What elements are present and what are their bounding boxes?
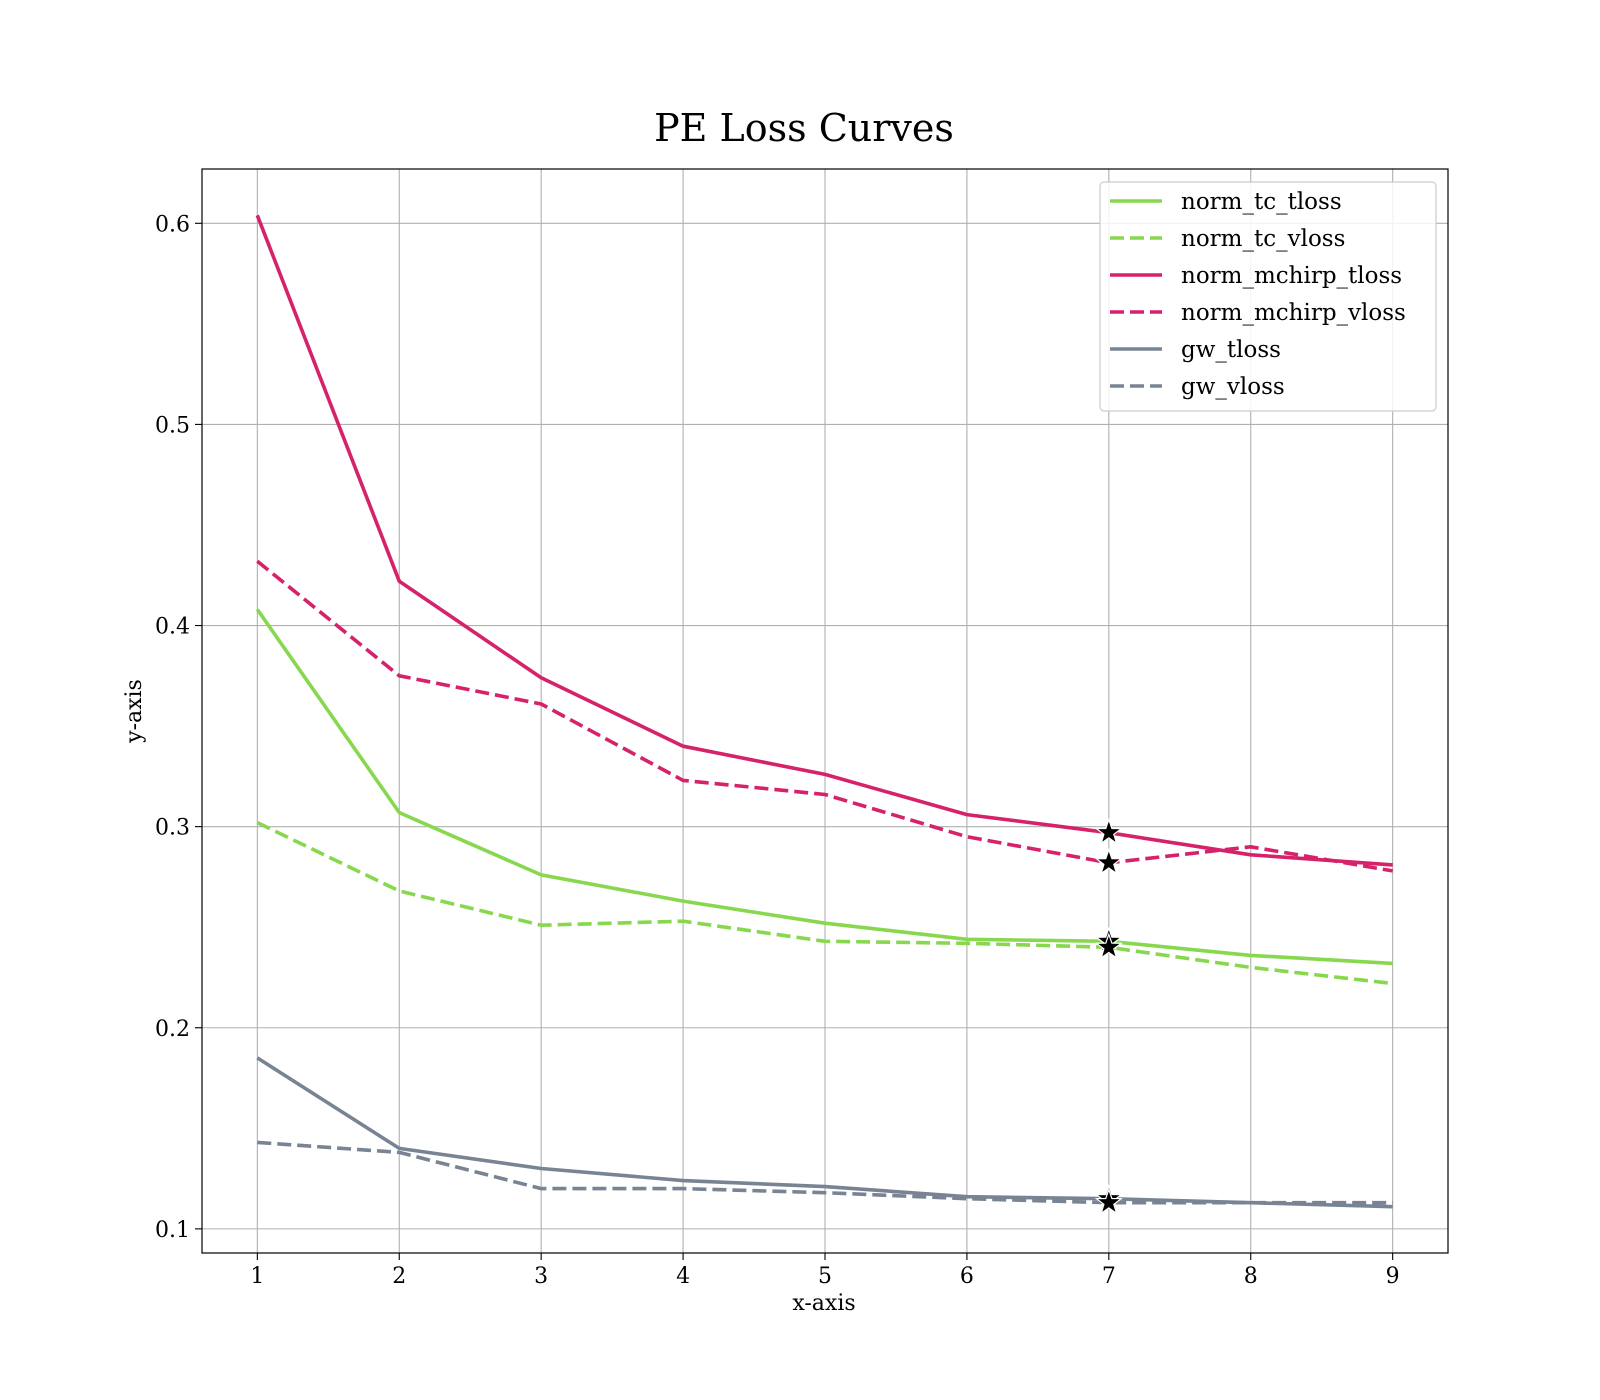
grid <box>202 169 1448 1253</box>
series-line-norm-mchirp-tloss <box>255 214 1393 867</box>
series-line-norm-tc-vloss <box>256 820 1393 986</box>
x-tick-label: 9 <box>1386 1264 1400 1289</box>
chart-title: PE Loss Curves <box>654 106 954 150</box>
series-line-gw-vloss <box>257 1140 1393 1205</box>
legend-label: norm_tc_tloss <box>1181 189 1342 215</box>
y-ticks: 0.1 0.2 0.3 0.4 0.5 0.6 <box>155 212 202 1243</box>
legend-label: gw_vloss <box>1181 374 1285 400</box>
legend-box <box>1099 181 1437 412</box>
legend-label: gw_tloss <box>1181 337 1281 363</box>
x-tick-label: 4 <box>676 1264 690 1289</box>
x-axis-label: x-axis <box>792 1291 855 1316</box>
x-tick-label: 7 <box>1102 1264 1116 1289</box>
legend-label: norm_mchirp_vloss <box>1181 300 1406 326</box>
x-tick-label: 6 <box>960 1264 974 1289</box>
y-tick-label: 0.1 <box>155 1218 190 1243</box>
x-tick-label: 3 <box>534 1264 548 1289</box>
x-tick-label: 8 <box>1244 1264 1258 1289</box>
marker-layer <box>1094 817 1123 1215</box>
best-epoch-star-marker <box>1094 817 1123 845</box>
legend-label: norm_mchirp_tloss <box>1181 263 1402 289</box>
x-ticks: 1 2 3 4 5 6 7 8 9 <box>250 1253 1400 1289</box>
y-tick-label: 0.5 <box>155 413 190 438</box>
series-layer <box>255 214 1394 1209</box>
y-tick-label: 0.2 <box>155 1017 190 1042</box>
y-axis-label: y-axis <box>122 679 147 744</box>
y-tick-label: 0.6 <box>155 212 190 237</box>
legend-label: norm_tc_vloss <box>1181 226 1345 252</box>
x-tick-label: 1 <box>250 1264 264 1289</box>
series-line-norm-tc-tloss <box>255 608 1393 966</box>
legend: norm_tc_tloss norm_tc_vloss norm_mchirp_tl… <box>1099 181 1437 412</box>
series-line-norm-mchirp-vloss <box>256 559 1394 873</box>
y-tick-label: 0.4 <box>155 615 190 640</box>
x-tick-label: 5 <box>818 1264 832 1289</box>
best-epoch-star-marker <box>1094 1187 1123 1215</box>
best-epoch-star-marker <box>1094 847 1123 875</box>
best-epoch-star-marker <box>1094 932 1123 960</box>
x-tick-label: 2 <box>392 1264 406 1289</box>
y-tick-label: 0.3 <box>155 816 190 841</box>
